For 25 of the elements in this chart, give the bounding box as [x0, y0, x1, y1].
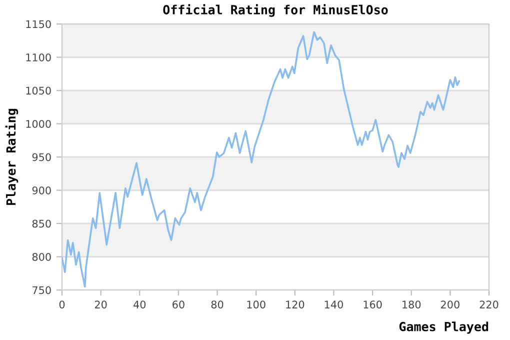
x-tick-label: 100	[247, 300, 266, 308]
y-tick-label: 750	[32, 286, 51, 294]
x-tick-label: 200	[441, 300, 460, 308]
x-tick-label: 20	[94, 300, 107, 308]
x-tick-label: 80	[211, 300, 224, 308]
chart-title: Official Rating for MinusElOso	[163, 4, 388, 17]
x-tick-label: 120	[286, 300, 304, 308]
x-tick-label: 220	[480, 300, 498, 308]
y-axis-title: Player Rating	[5, 108, 18, 205]
y-tick-label: 850	[32, 220, 51, 228]
x-tick-label: 0	[59, 300, 65, 308]
x-tick-label: 180	[402, 300, 421, 308]
y-tick-label: 900	[32, 186, 51, 194]
y-tick-label: 1000	[26, 120, 51, 128]
y-tick-label: 800	[32, 252, 51, 261]
line-series	[62, 31, 460, 288]
y-tick-label: 1150	[26, 20, 51, 28]
x-tick-label: 40	[134, 300, 146, 308]
y-tick-label: 950	[32, 153, 51, 162]
y-tick-label: 1100	[26, 53, 51, 62]
x-axis-title: Games Played	[399, 322, 488, 334]
x-tick-label: 60	[172, 300, 184, 308]
x-tick-label: 160	[364, 300, 382, 308]
y-tick-label: 1050	[26, 86, 51, 95]
x-tick-label: 140	[324, 300, 343, 308]
